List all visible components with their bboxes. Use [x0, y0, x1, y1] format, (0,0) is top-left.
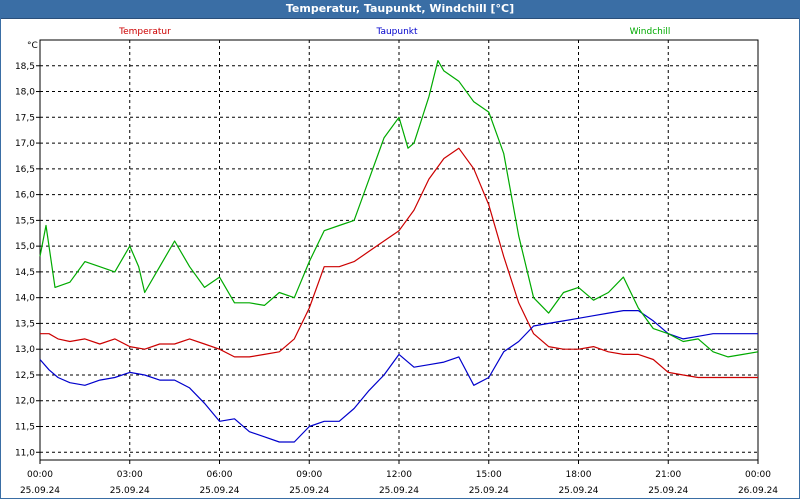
- x-tick-date: 25.09.24: [558, 486, 598, 496]
- chart-title: Temperatur, Taupunkt, Windchill [°C]: [0, 0, 800, 19]
- x-tick-time: 09:00: [296, 470, 322, 480]
- y-tick-label: 17,5: [15, 113, 35, 123]
- grid-lines: [40, 40, 758, 460]
- series-lines: [39, 59, 759, 443]
- x-tick-time: 03:00: [117, 470, 143, 480]
- x-tick-date: 25.09.24: [379, 486, 419, 496]
- x-tick-date: 25.09.24: [20, 486, 60, 496]
- y-tick-label: 11,0: [15, 448, 35, 458]
- y-tick-label: 12,5: [15, 371, 35, 381]
- y-tick-label: 18,5: [15, 62, 35, 72]
- y-tick-label: 15,0: [15, 242, 35, 252]
- y-axis-label: °C: [27, 41, 38, 51]
- series-line-taupunkt: [39, 310, 758, 443]
- y-tick-label: 16,0: [15, 191, 35, 201]
- x-tick-time: 12:00: [386, 470, 412, 480]
- y-tick-label: 14,0: [15, 294, 35, 304]
- legend: Temperatur Taupunkt Windchill: [118, 27, 670, 37]
- series-line-temperatur: [40, 147, 758, 379]
- legend-entry-temperatur: Temperatur: [118, 27, 171, 37]
- y-tick-label: 14,5: [15, 268, 35, 278]
- y-tick-label: 16,5: [15, 165, 35, 175]
- legend-entry-taupunkt: Taupunkt: [375, 27, 418, 37]
- y-tick-label: 12,0: [15, 397, 35, 407]
- x-tick-date: 25.09.24: [110, 486, 150, 496]
- x-tick-time: 15:00: [476, 470, 502, 480]
- x-tick-time: 21:00: [655, 470, 681, 480]
- x-tick-time: 00:00: [745, 470, 771, 480]
- y-axis-ticks: 11,0 11,5 12,0 12,5 13,0 13,5 14,0 14,5 15,0 15,5…: [15, 62, 40, 458]
- x-tick-time: 18:00: [566, 470, 592, 480]
- legend-entry-windchill: Windchill: [630, 27, 671, 37]
- x-tick-date: 25.09.24: [469, 486, 509, 496]
- x-tick-time: 06:00: [207, 470, 233, 480]
- y-tick-label: 13,5: [15, 319, 35, 329]
- x-tick-date: 25.09.24: [289, 486, 329, 496]
- x-tick-date: 25.09.24: [648, 486, 688, 496]
- x-tick-time: 00:00: [27, 470, 53, 480]
- y-tick-label: 18,0: [15, 88, 35, 98]
- x-tick-date: 25.09.24: [199, 486, 239, 496]
- y-tick-label: 13,0: [15, 345, 35, 355]
- x-tick-date: 26.09.24: [738, 486, 778, 496]
- series-line-windchill: [39, 59, 759, 358]
- y-tick-label: 15,5: [15, 216, 35, 226]
- x-axis-ticks: 00:00 25.09.24 03:00 25.09.24 06:00 25.09.24 0…: [20, 460, 778, 496]
- y-tick-label: 11,5: [15, 423, 35, 433]
- y-tick-label: 17,0: [15, 139, 35, 149]
